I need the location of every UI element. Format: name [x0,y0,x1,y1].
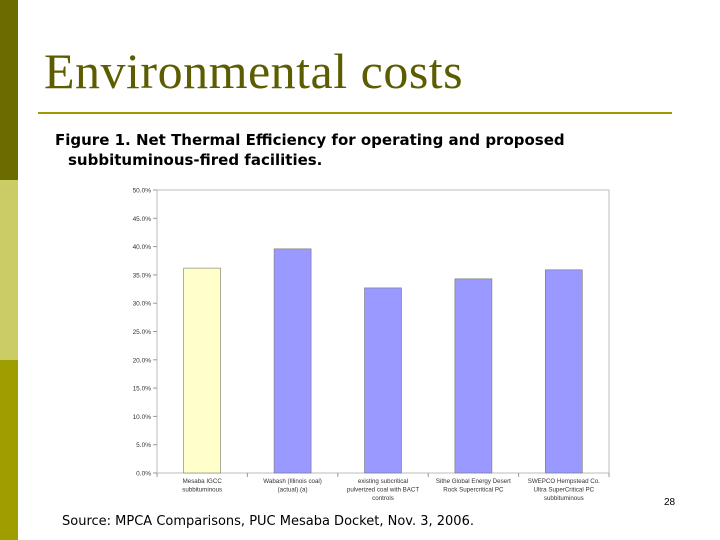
y-tick-label: 35.0% [133,272,152,279]
y-tick-label: 25.0% [133,329,152,336]
bar [183,267,221,474]
y-tick-label: 5.0% [136,442,151,449]
sidebar-segment-dark [0,0,18,180]
slide-title: Environmental costs [44,43,464,99]
x-tick-label: existing subcritical [358,478,408,485]
x-tick-label: controls [372,495,394,502]
sidebar-segment-mid [0,360,18,540]
x-tick-label: Wabash (Illinois coal) [263,478,322,485]
caption-line-2: subbituminous-fired facilities. [68,151,323,169]
bars [183,248,583,474]
x-tick-label: (actual) (a) [278,487,308,494]
bar [454,278,493,474]
sidebar-segment-light [0,180,18,360]
x-tick-label: subbituminous [182,487,222,494]
y-tick-label: 30.0% [133,301,152,308]
x-tick-label: Mesaba IGCC [183,478,223,485]
y-tick-label: 15.0% [133,386,152,393]
x-tick-label: Ultra SuperCritical PC [534,487,595,494]
bar [364,287,402,474]
bar [544,269,583,474]
y-tick-label: 0.0% [136,471,151,478]
x-tick-label: SWEPCO Hempstead Co. [528,478,600,485]
y-axis: 0.0% 5.0% 10.0% 15.0% 20.0% 25.0% 30.0% 35.0% 40… [133,188,157,478]
sidebar-decoration [0,0,18,540]
x-tick-label: Sithe Global Energy Desert [436,478,511,485]
x-axis: Mesaba IGCC subbituminous Wabash (Illinois… [156,473,610,502]
x-tick-label: Rock Supercritical PC [443,487,504,494]
caption-line-1: Figure 1. Net Thermal Efficiency for ope… [55,131,565,149]
y-tick-label: 20.0% [133,357,152,364]
bar [273,248,312,474]
y-tick-label: 10.0% [133,414,152,421]
title-underline [38,112,672,114]
y-tick-label: 40.0% [133,244,152,251]
bar-chart: 0.0% 5.0% 10.0% 15.0% 20.0% 25.0% 30.0% 35.0% 40… [133,188,610,502]
x-tick-label: subbituminous [544,495,584,502]
y-tick-label: 45.0% [133,216,152,223]
y-tick-label: 50.0% [133,188,152,195]
figure-caption: Figure 1. Net Thermal Efficiency for ope… [55,130,655,170]
x-tick-label: pulverized coal with BACT [347,487,419,494]
slide-number: 28 [664,497,676,508]
source-note: Source: MPCA Comparisons, PUC Mesaba Doc… [62,514,474,529]
